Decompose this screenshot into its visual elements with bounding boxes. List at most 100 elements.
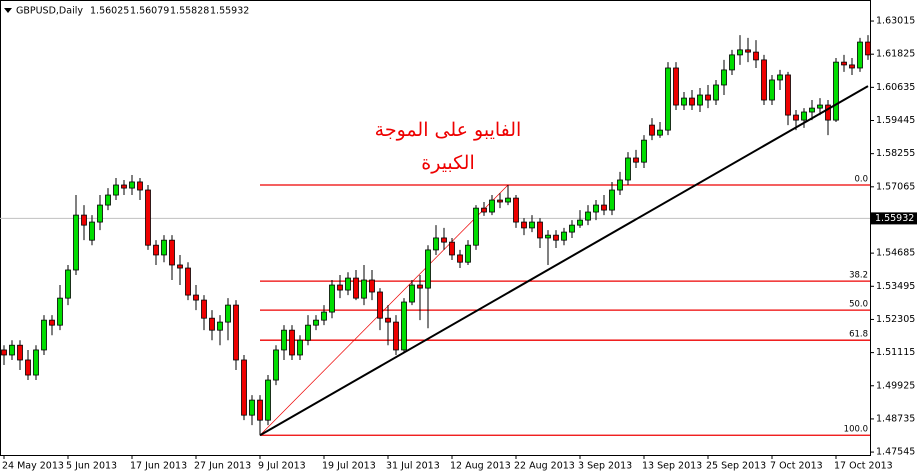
y-tick-label: 1.49925: [876, 380, 915, 391]
candle-body: [777, 74, 783, 81]
x-tick-label: 3 Sep 2013: [578, 461, 632, 472]
candle-body: [753, 51, 759, 61]
x-tick-label: 24 May 2013: [2, 461, 64, 472]
candle-body: [105, 194, 111, 206]
candle-body: [209, 317, 215, 331]
candle-body: [177, 264, 183, 269]
candle-body: [721, 69, 727, 86]
candle-body: [537, 221, 543, 239]
candle-body: [249, 399, 255, 416]
trendline: [259, 85, 869, 437]
annotation: الكبيرة: [421, 152, 474, 174]
candle-body: [65, 269, 71, 299]
candle-body: [761, 59, 767, 101]
candle-body: [17, 344, 23, 361]
header-open: 1.56025: [90, 6, 129, 17]
x-tick-label: 17 Jun 2013: [130, 461, 187, 472]
candle-body: [329, 284, 335, 313]
candle-body: [569, 224, 575, 233]
candle-body: [57, 297, 63, 326]
candle-body: [193, 294, 199, 301]
candle-body: [745, 49, 751, 53]
candle-body: [657, 129, 663, 136]
candle-body: [465, 244, 471, 263]
candle-body: [457, 254, 463, 263]
candle-body: [705, 94, 711, 101]
y-tick-label: 1.60635: [876, 82, 915, 93]
candle-body: [841, 61, 847, 66]
candle-body: [481, 207, 487, 213]
candle-body: [593, 204, 599, 213]
x-tick-label: 5 Jun 2013: [66, 461, 117, 472]
candle-body: [529, 221, 535, 229]
candle-body: [825, 104, 831, 121]
y-tick-label: 1.57065: [876, 181, 915, 192]
candle-body: [161, 239, 167, 256]
candle-body: [737, 49, 743, 56]
y-tick-label: 1.54685: [876, 248, 915, 259]
candle-body: [865, 41, 871, 56]
candle-body: [361, 279, 367, 299]
candle-body: [81, 214, 87, 226]
x-tick-label: 13 Sep 2013: [642, 461, 702, 472]
menu-arrow[interactable]: [4, 8, 12, 13]
candle-body: [25, 359, 31, 376]
candle-body: [785, 74, 791, 116]
current-price-box: [871, 212, 917, 225]
candle-body: [793, 114, 799, 121]
candle-body: [729, 54, 735, 71]
candle-body: [73, 214, 79, 271]
candle-body: [281, 329, 287, 351]
chart-title: GBPUSD,Daily: [16, 6, 83, 17]
header-high: 1.56079: [130, 6, 169, 17]
x-tick-label: 22 Aug 2013: [514, 461, 575, 472]
candle-body: [225, 304, 231, 323]
y-tick-label: 1.51115: [876, 347, 915, 358]
y-tick-label: 1.53495: [876, 281, 915, 292]
candle-body: [801, 111, 807, 121]
candle-body: [129, 181, 135, 189]
x-tick-label: 12 Aug 2013: [450, 461, 511, 472]
candle-body: [137, 181, 143, 191]
candle-body: [849, 64, 855, 69]
candle-body: [553, 234, 559, 241]
fib-label: 100.0: [844, 425, 868, 435]
candle-body: [681, 97, 687, 106]
candle-body: [833, 61, 839, 121]
candle-body: [665, 67, 671, 131]
x-tick-label: 19 Jul 2013: [322, 461, 376, 472]
fib-label: 61.8: [849, 330, 868, 340]
candle-body: [497, 199, 503, 203]
candle-body: [313, 319, 319, 326]
candle-body: [393, 321, 399, 351]
y-tick-label: 1.58255: [876, 148, 915, 159]
candle-body: [113, 184, 119, 196]
x-tick-label: 25 Sep 2013: [706, 461, 766, 472]
candle-body: [561, 231, 567, 241]
header-close: 1.55932: [210, 6, 249, 17]
x-tick-label: 31 Jul 2013: [386, 461, 440, 472]
candle-body: [201, 299, 207, 319]
candle-body: [321, 311, 327, 321]
candle-body: [689, 97, 695, 106]
y-tick-label: 1.52305: [876, 314, 915, 325]
candle-body: [697, 94, 703, 106]
x-tick-label: 27 Jun 2013: [194, 461, 251, 472]
candle-body: [217, 321, 223, 331]
y-tick-label: 1.61825: [876, 49, 915, 60]
fib-label: 38.2: [849, 271, 868, 281]
current-price-label: 1.55932: [875, 213, 914, 224]
candle-body: [633, 157, 639, 163]
candle-body: [121, 184, 127, 189]
candle-body: [641, 139, 647, 163]
candle-body: [409, 284, 415, 303]
x-tick-label: 17 Oct 2013: [834, 461, 893, 472]
candle-body: [89, 221, 95, 241]
y-tick-label: 1.48735: [876, 413, 915, 424]
candle-body: [49, 319, 55, 326]
candle-body: [233, 304, 239, 361]
candle-body: [241, 359, 247, 416]
candle-body: [353, 277, 359, 299]
candle-body: [513, 197, 519, 223]
